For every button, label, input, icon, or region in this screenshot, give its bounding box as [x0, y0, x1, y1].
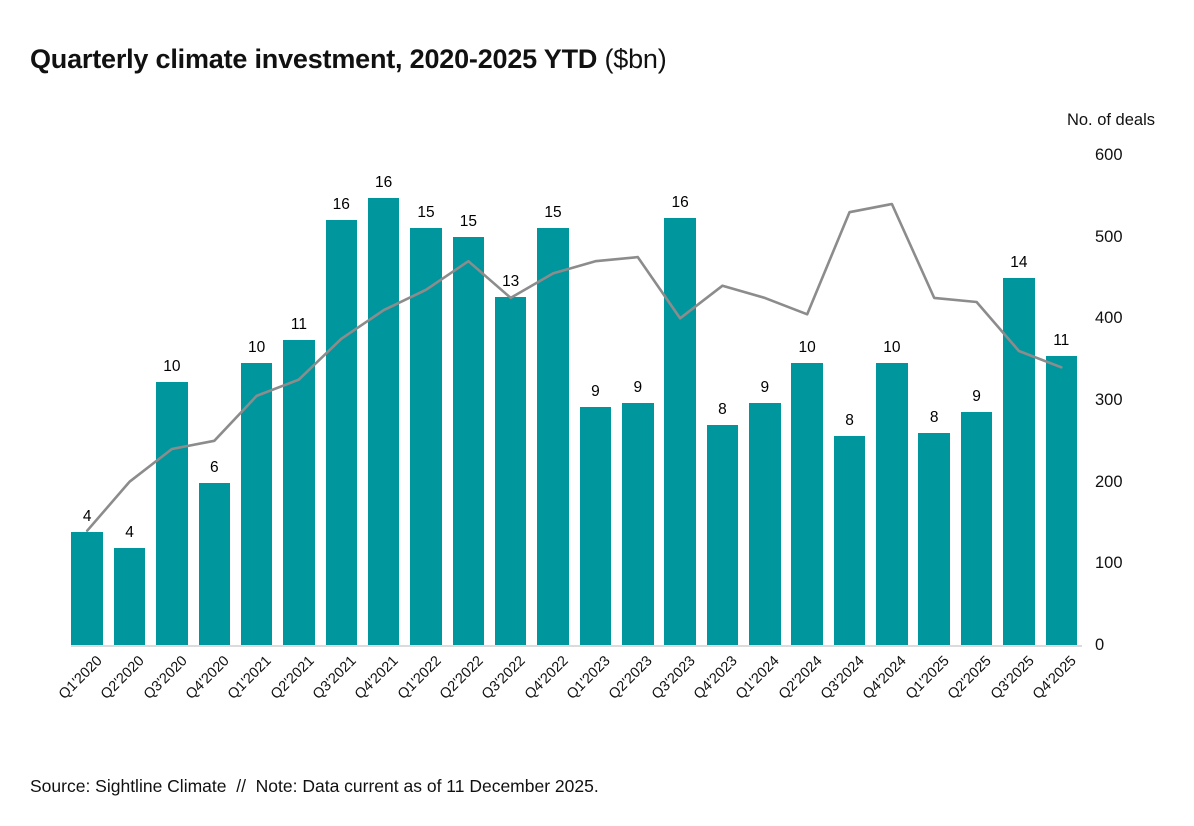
bar-value-label: 10: [883, 338, 901, 356]
x-axis-tick-label: Q3'2025: [987, 653, 1038, 703]
x-axis-tick-label: Q4'2025: [1029, 653, 1080, 703]
x-axis-tick-label: Q3'2024: [818, 653, 868, 703]
bar: [579, 407, 612, 645]
bar: [240, 362, 273, 645]
bar-value-label: 9: [972, 388, 981, 406]
bar-value-label: 8: [718, 400, 727, 418]
right-axis-tick-label: 500: [1095, 227, 1123, 246]
bar: [367, 198, 400, 645]
bar-value-label: 15: [417, 204, 435, 222]
bar-value-label: 15: [459, 213, 477, 230]
bar: [283, 340, 315, 645]
x-axis-line: [71, 645, 1082, 647]
bar: [113, 547, 146, 645]
x-axis-tick-label: Q4'2023: [691, 653, 741, 703]
bar-value-label: 14: [1010, 253, 1028, 271]
bar: [494, 296, 527, 645]
bar-value-label: 4: [82, 508, 92, 526]
bar: [876, 362, 908, 645]
bar-value-label: 6: [209, 458, 219, 476]
bar-value-label: 9: [760, 378, 770, 396]
bar: [664, 217, 696, 645]
x-axis-tick-label: Q1'2022: [394, 653, 445, 703]
x-axis-tick-label: Q3'2021: [309, 653, 360, 703]
bar-value-label: 9: [591, 383, 600, 400]
right-axis-tick-label: 200: [1095, 472, 1123, 491]
bar-value-label: 4: [125, 523, 134, 541]
bar: [622, 402, 654, 645]
x-axis-tick-label: Q1'2025: [902, 653, 953, 703]
bar-value-label: 8: [929, 408, 939, 426]
bar-value-label: 11: [1053, 332, 1070, 350]
source-note: Source: Sightline Climate // Note: Data …: [30, 776, 599, 796]
x-axis-tick-label: Q1'2021: [225, 653, 275, 703]
right-axis-tick-label: 400: [1095, 309, 1123, 328]
x-axis-tick-label: Q4'2021: [352, 653, 402, 703]
bar: [960, 412, 993, 645]
right-axis-title: No. of deals: [1066, 111, 1155, 129]
bar-value-label: 15: [544, 204, 562, 222]
x-axis-tick-label: Q2'2021: [267, 653, 318, 703]
x-axis-tick-label: Q3'2022: [479, 653, 530, 703]
bar-value-label: 13: [502, 272, 520, 290]
bar: [706, 424, 739, 645]
bar: [325, 219, 358, 645]
bar-value-label: 16: [671, 193, 689, 211]
chart-title-main: Quarterly climate investment, 2020-2025 …: [30, 44, 598, 75]
bar-value-label: 8: [845, 411, 854, 429]
bar: [918, 432, 950, 645]
x-axis-tick-label: Q4'2022: [521, 653, 572, 703]
bar: [410, 228, 442, 645]
bar-value-label: 16: [375, 174, 393, 192]
bar: [452, 237, 485, 645]
bar: [198, 482, 230, 645]
x-axis-tick-label: Q3'2020: [140, 653, 191, 703]
chart-title: Quarterly climate investment, 2020-2025 …: [30, 44, 667, 75]
x-axis-tick-label: Q2'2022: [436, 653, 487, 703]
bar-value-label: 10: [247, 338, 266, 356]
right-axis-tick-label: 300: [1095, 391, 1123, 409]
bar: [833, 435, 866, 645]
right-axis-tick-label: 600: [1095, 146, 1123, 164]
bar: [71, 532, 103, 645]
bar: [156, 381, 188, 645]
x-axis-tick-label: Q3'2023: [648, 653, 699, 703]
x-axis-tick-label: Q1'2023: [563, 653, 614, 703]
bar: [1003, 277, 1035, 645]
right-axis-tick-label: 0: [1095, 636, 1105, 654]
chart-title-units: ($bn): [597, 44, 667, 75]
deals-line: [85, 202, 1063, 533]
bar-value-label: 10: [163, 357, 181, 375]
bar: [1045, 356, 1077, 645]
x-axis-tick-label: Q2'2023: [606, 653, 657, 703]
bar-value-label: 10: [798, 338, 816, 356]
bar-value-label: 9: [633, 378, 643, 396]
bar: [749, 402, 781, 645]
x-axis-tick-label: Q4'2024: [860, 653, 911, 703]
bar-value-label: 11: [290, 316, 307, 334]
x-axis-tick-label: Q2'2024: [775, 653, 826, 703]
x-axis-tick-label: Q2'2020: [98, 653, 148, 703]
bar-value-label: 16: [332, 195, 350, 213]
x-axis-tick-label: Q2'2025: [945, 653, 995, 703]
x-axis-tick-label: Q1'2024: [733, 653, 784, 703]
x-axis-tick-label: Q1'2020: [55, 653, 106, 703]
x-axis-tick-label: Q4'2020: [182, 653, 233, 703]
bar: [537, 228, 569, 645]
right-axis-tick-label: 100: [1095, 554, 1123, 573]
bar: [791, 362, 823, 645]
